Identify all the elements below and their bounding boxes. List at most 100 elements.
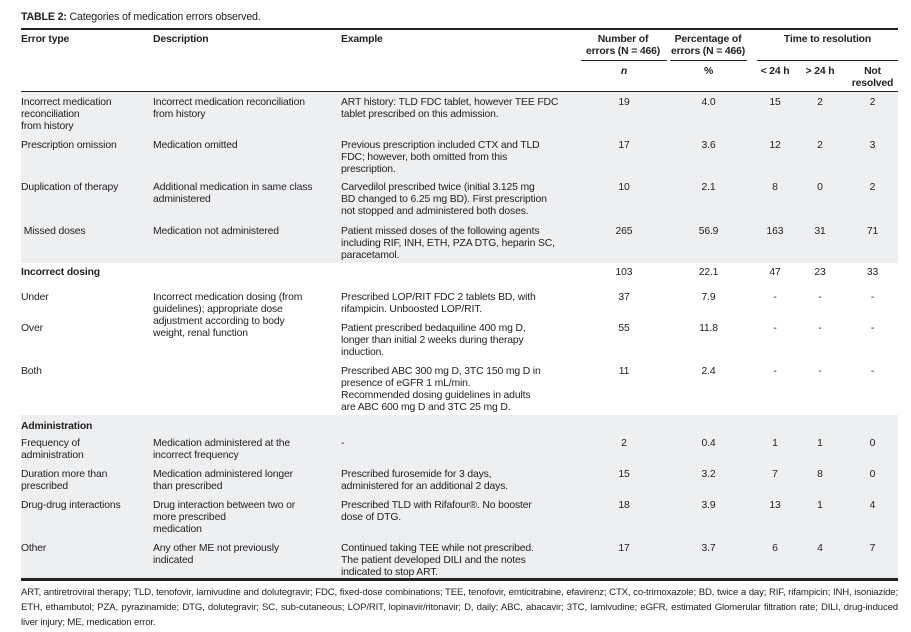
cell-desc: Medication administered at the incorrect… — [153, 438, 291, 461]
cell-lt24: 163 — [766, 226, 784, 237]
cell-example: Patient prescribed bedaquiline 400 mg D,… — [341, 323, 526, 358]
cell-n: 2 — [621, 438, 627, 449]
cell-lt24: 7 — [772, 469, 778, 480]
header-rule — [21, 91, 898, 92]
cell-gt24: 31 — [814, 226, 826, 237]
header-percentage: Percentage of errors (N = 466) — [670, 34, 746, 57]
cell-type: Duplication of therapy — [21, 182, 119, 193]
cell-pct: 4.0 — [701, 97, 716, 108]
cell-desc: Medication administered longer than pres… — [153, 469, 293, 492]
cell-lt24: 8 — [772, 182, 778, 193]
divider — [670, 60, 747, 61]
header-example: Example — [341, 34, 383, 45]
header-time-to-resolution: Time to resolution — [783, 34, 872, 45]
cell-nr: 2 — [869, 97, 876, 108]
cell-pct: 3.7 — [701, 543, 716, 554]
cell-example: Prescribed ABC 300 mg D, 3TC 150 mg D in… — [341, 366, 541, 413]
cell-n: 103 — [615, 267, 633, 278]
cell-desc: Drug interaction between two or more pre… — [153, 500, 296, 535]
header-n: n — [620, 66, 628, 77]
cell-example: Prescribed furosemide for 3 days, admini… — [341, 469, 509, 492]
cell-nr: - — [870, 323, 875, 334]
table-title: TABLE 2: Categories of medication errors… — [21, 11, 261, 23]
cell-n: 11 — [618, 366, 630, 377]
cell-gt24: - — [818, 292, 822, 303]
header-error-type: Error type — [21, 34, 70, 45]
cell-example: Carvedilol prescribed twice (initial 3.1… — [341, 182, 547, 217]
cell-type: Drug-drug interactions — [21, 500, 121, 511]
cell-lt24: 47 — [769, 267, 781, 278]
cell-n: 17 — [618, 543, 630, 554]
header-lt24: < 24 h — [760, 66, 790, 77]
cell-gt24: 2 — [817, 140, 823, 151]
cell-example: Previous prescription included CTX and T… — [341, 140, 540, 175]
cell-gt24: - — [818, 323, 822, 334]
cell-type: Incorrect medication reconciliation from… — [21, 97, 112, 132]
cell-pct: 22.1 — [698, 267, 719, 278]
cell-n: 19 — [618, 97, 630, 108]
row-band — [21, 92, 898, 263]
cell-pct: 2.4 — [701, 366, 716, 377]
cell-type: Duration more than prescribed — [21, 469, 108, 492]
cell-n: 10 — [618, 182, 630, 193]
divider — [581, 60, 667, 61]
cell-gt24: - — [818, 366, 822, 377]
cell-n: 17 — [618, 140, 630, 151]
top-rule — [21, 28, 898, 30]
cell-example: Patient missed doses of the following ag… — [341, 226, 555, 261]
cell-nr: 71 — [866, 226, 879, 237]
cell-pct: 3.6 — [701, 140, 716, 151]
cell-gt24: 4 — [817, 543, 823, 554]
cell-example: Prescribed LOP/RIT FDC 2 tablets BD, wit… — [341, 292, 536, 315]
cell-n: 15 — [618, 469, 630, 480]
divider — [757, 60, 898, 61]
cell-n: 55 — [618, 323, 630, 334]
cell-n: 37 — [618, 292, 630, 303]
cell-gt24: 23 — [814, 267, 826, 278]
cell-desc: Additional medication in same class admi… — [153, 182, 313, 205]
cell-nr: 33 — [866, 267, 879, 278]
cell-gt24: 0 — [817, 182, 823, 193]
cell-type: Other — [21, 543, 47, 554]
cell-gt24: 1 — [817, 438, 823, 449]
cell-type: Incorrect dosing — [21, 267, 101, 278]
cell-lt24: 1 — [772, 438, 778, 449]
cell-type: Both — [21, 366, 42, 377]
cell-pct: 3.2 — [701, 469, 716, 480]
cell-example: - — [341, 438, 345, 449]
cell-type: Under — [21, 292, 49, 303]
cell-pct: 56.9 — [698, 226, 719, 237]
cell-type: Over — [21, 323, 43, 334]
cell-n: 265 — [615, 226, 633, 237]
bottom-rule — [21, 578, 898, 581]
header-not-resolved: Not resolved — [851, 66, 894, 89]
cell-nr: - — [870, 366, 875, 377]
cell-pct: 7.9 — [701, 292, 716, 303]
cell-gt24: 8 — [817, 469, 823, 480]
cell-example: ART history: TLD FDC tablet, however TEE… — [341, 97, 559, 120]
cell-gt24: 1 — [817, 500, 823, 511]
cell-type: Prescription omission — [21, 140, 117, 151]
cell-lt24: 15 — [769, 97, 781, 108]
cell-gt24: 2 — [817, 97, 823, 108]
header-number: Number of errors (N = 466) — [585, 34, 661, 57]
cell-nr: 0 — [869, 438, 876, 449]
cell-nr: 4 — [869, 500, 876, 511]
cell-lt24: 6 — [772, 543, 778, 554]
cell-n: 18 — [618, 500, 630, 511]
cell-type: Frequency of administration — [21, 438, 84, 461]
cell-desc: Incorrect medication dosing (from guidel… — [153, 292, 303, 339]
cell-nr: 2 — [869, 182, 876, 193]
cell-desc: Medication omitted — [153, 140, 238, 151]
row-band — [21, 415, 898, 578]
cell-example: Prescribed TLD with Rifafour®. No booste… — [341, 500, 532, 523]
cell-nr: 0 — [869, 469, 876, 480]
cell-type: Missed doses — [21, 226, 86, 237]
cell-pct: 11.8 — [699, 323, 718, 334]
header-pct: % — [703, 66, 714, 77]
cell-lt24: 13 — [769, 500, 781, 511]
cell-nr: 7 — [869, 543, 876, 554]
cell-lt24: 12 — [769, 140, 781, 151]
cell-pct: 3.9 — [701, 500, 716, 511]
cell-pct: 0.4 — [701, 438, 716, 449]
